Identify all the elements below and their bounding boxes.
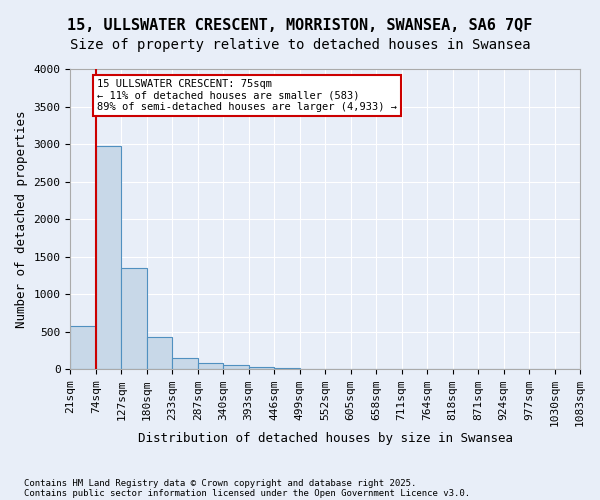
Bar [299,368,325,370]
Bar [147,337,172,370]
Bar [96,146,121,370]
Bar [274,368,299,370]
Bar [248,367,274,370]
Text: 15 ULLSWATER CRESCENT: 75sqm
← 11% of detached houses are smaller (583)
89% of s: 15 ULLSWATER CRESCENT: 75sqm ← 11% of de… [97,79,397,112]
Bar [172,358,198,370]
Bar [121,268,147,370]
Bar [223,366,248,370]
Text: Size of property relative to detached houses in Swansea: Size of property relative to detached ho… [70,38,530,52]
Text: Contains HM Land Registry data © Crown copyright and database right 2025.: Contains HM Land Registry data © Crown c… [24,478,416,488]
Y-axis label: Number of detached properties: Number of detached properties [15,110,28,328]
Text: 15, ULLSWATER CRESCENT, MORRISTON, SWANSEA, SA6 7QF: 15, ULLSWATER CRESCENT, MORRISTON, SWANS… [67,18,533,32]
Bar [198,363,223,370]
Text: Contains public sector information licensed under the Open Government Licence v3: Contains public sector information licen… [24,488,470,498]
Bar [325,369,350,370]
Bar [70,326,96,370]
X-axis label: Distribution of detached houses by size in Swansea: Distribution of detached houses by size … [137,432,512,445]
